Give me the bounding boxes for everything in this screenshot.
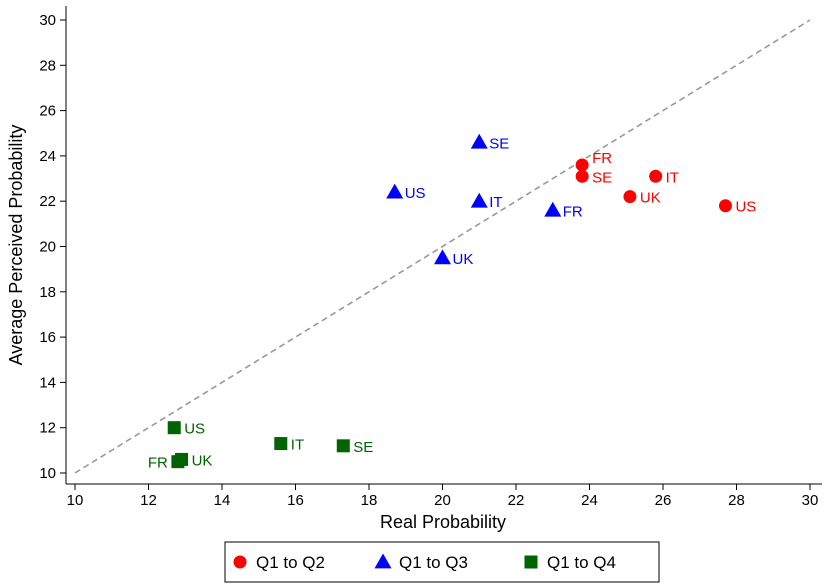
y-axis-ticks: 10 12 14 16 18 20 22 24 26 28 30 bbox=[39, 12, 66, 482]
x-axis-ticks: 10 12 14 16 18 20 22 24 26 28 30 bbox=[67, 484, 819, 509]
y-tick-label: 26 bbox=[39, 103, 56, 120]
data-point-label: UK bbox=[453, 251, 474, 268]
y-tick-label: 20 bbox=[39, 239, 56, 256]
legend-marker-circle bbox=[233, 555, 247, 569]
data-point-square bbox=[336, 439, 350, 453]
data-point-triangle bbox=[386, 183, 404, 199]
data-point-triangle bbox=[544, 201, 562, 217]
x-tick-label: 16 bbox=[287, 492, 304, 509]
x-tick-label: 20 bbox=[434, 492, 451, 509]
x-tick-label: 14 bbox=[214, 492, 231, 509]
data-point-triangle bbox=[434, 249, 451, 265]
data-points-layer: FR SE IT UK US SE US IT FR UK US UK FR IT SE bbox=[148, 133, 756, 472]
x-tick-label: 22 bbox=[508, 492, 525, 509]
legend: Q1 to Q2 Q1 to Q3 Q1 to Q4 bbox=[224, 541, 660, 583]
y-tick-label: 30 bbox=[39, 12, 56, 29]
data-point-label: UK bbox=[192, 452, 213, 469]
data-point-square bbox=[274, 437, 288, 451]
x-tick-label: 26 bbox=[655, 492, 672, 509]
data-point-circle bbox=[575, 169, 589, 183]
data-point-label: US bbox=[184, 421, 205, 438]
x-tick-label: 30 bbox=[802, 492, 819, 509]
data-point-label: IT bbox=[291, 437, 304, 454]
data-point-label: FR bbox=[592, 150, 612, 167]
y-axis-title: Average Perceived Probability bbox=[6, 125, 26, 366]
data-point-circle bbox=[649, 169, 663, 183]
grid-frame bbox=[65, 6, 822, 485]
x-tick-label: 10 bbox=[67, 492, 84, 509]
y-tick-label: 14 bbox=[39, 374, 56, 391]
y-tick-label: 28 bbox=[39, 57, 56, 74]
data-point-label: FR bbox=[148, 455, 168, 472]
data-point-square bbox=[171, 455, 185, 469]
data-point-label: SE bbox=[489, 135, 509, 152]
legend-items: Q1 to Q2 Q1 to Q3 Q1 to Q4 bbox=[233, 553, 616, 572]
x-tick-label: 18 bbox=[361, 492, 378, 509]
x-tick-label: 28 bbox=[728, 492, 745, 509]
y-tick-label: 10 bbox=[39, 465, 56, 482]
y-tick-label: 12 bbox=[39, 420, 56, 437]
data-point-label: US bbox=[405, 185, 426, 202]
data-point-label: IT bbox=[666, 169, 679, 186]
data-point-label: SE bbox=[353, 439, 373, 456]
data-point-circle bbox=[623, 190, 637, 204]
legend-label: Q1 to Q2 bbox=[256, 553, 325, 572]
reference-line-layer bbox=[74, 19, 811, 474]
data-point-label: SE bbox=[592, 169, 612, 186]
legend-marker-square bbox=[524, 555, 538, 569]
data-point-circle bbox=[575, 158, 589, 172]
data-point-triangle bbox=[470, 133, 488, 149]
x-axis-title: Real Probability bbox=[380, 512, 506, 532]
data-point-label: UK bbox=[640, 190, 661, 207]
x-tick-label: 12 bbox=[140, 492, 157, 509]
y-tick-label: 18 bbox=[39, 284, 56, 301]
y-tick-label: 24 bbox=[39, 148, 56, 165]
reference-diagonal-line bbox=[74, 19, 811, 474]
y-tick-label: 22 bbox=[39, 193, 56, 210]
y-tick-label: 16 bbox=[39, 329, 56, 346]
legend-box bbox=[224, 541, 660, 583]
data-point-label: IT bbox=[489, 194, 502, 211]
data-point-circle bbox=[718, 199, 732, 213]
x-tick-label: 24 bbox=[581, 492, 598, 509]
legend-label: Q1 to Q4 bbox=[547, 553, 616, 572]
data-point-label: US bbox=[735, 199, 756, 216]
legend-label: Q1 to Q3 bbox=[399, 553, 468, 572]
data-point-label: FR bbox=[563, 203, 583, 220]
data-point-triangle bbox=[470, 192, 488, 208]
data-point-square bbox=[167, 421, 181, 435]
legend-marker-triangle bbox=[374, 553, 392, 569]
